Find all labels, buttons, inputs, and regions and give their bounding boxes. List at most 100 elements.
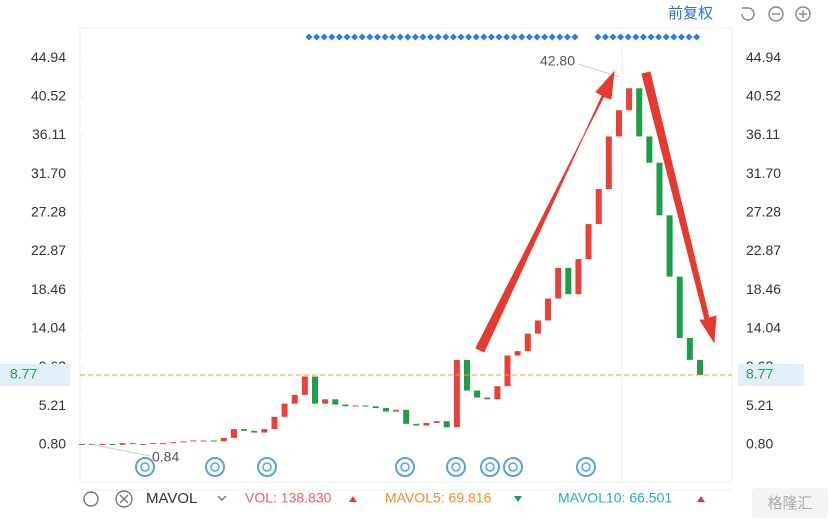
candle — [79, 443, 85, 445]
candle — [666, 215, 673, 277]
candle — [636, 88, 643, 137]
zoom-in-icon[interactable] — [795, 6, 811, 22]
y2-tick-label: 5.21 — [746, 397, 773, 413]
news-marker — [446, 457, 466, 477]
candle — [686, 337, 693, 360]
undo-icon[interactable] — [741, 7, 755, 21]
event-diamond — [624, 33, 632, 41]
candle — [393, 409, 400, 412]
event-diamond — [677, 33, 685, 41]
indicator-dropdown[interactable] — [217, 495, 227, 501]
adjust-button[interactable]: 前复权 — [668, 4, 713, 22]
event-diamond — [358, 33, 366, 41]
vol-trend — [349, 496, 357, 502]
event-diamond — [427, 33, 435, 41]
zoom-out-icon[interactable] — [768, 6, 784, 22]
event-diamond — [647, 33, 655, 41]
news-marker — [480, 457, 500, 477]
event-diamond — [662, 33, 670, 41]
news-marker-inner — [451, 462, 461, 472]
candle — [342, 404, 349, 407]
arrows — [475, 70, 717, 353]
y-tick-label: 14.04 — [31, 320, 66, 336]
watermark: 格隆汇 — [767, 495, 812, 512]
news-marker-inner — [508, 462, 518, 472]
candle — [443, 421, 450, 428]
vol-value: VOL: 138.830 — [245, 490, 332, 506]
candle — [626, 88, 633, 111]
candle — [160, 443, 167, 445]
event-diamond — [571, 33, 579, 41]
event-diamond — [685, 33, 693, 41]
candle — [595, 189, 602, 225]
news-marker-inner — [262, 462, 272, 472]
event-diamond — [548, 33, 556, 41]
event-diamond — [305, 33, 313, 41]
event-diamond — [328, 33, 336, 41]
event-diamond — [609, 33, 617, 41]
y2-tick-label: 18.46 — [746, 281, 781, 297]
news-marker — [503, 457, 523, 477]
event-diamond — [411, 33, 419, 41]
y-tick-label: 36.11 — [32, 126, 66, 142]
candle — [423, 422, 430, 426]
event-diamond — [693, 33, 701, 41]
event-diamond — [655, 33, 663, 41]
event-diamond — [465, 33, 473, 41]
candle — [372, 406, 379, 409]
watermark-box — [752, 488, 828, 518]
candle — [109, 443, 116, 445]
candle — [514, 351, 521, 356]
candle — [149, 443, 156, 445]
y2-tick-label: 27.28 — [746, 204, 781, 220]
candle — [484, 397, 491, 400]
event-diamond — [533, 33, 541, 41]
y2-tick-label: 22.87 — [746, 242, 781, 258]
zoom-in-plus — [799, 10, 807, 18]
news-marker — [576, 457, 596, 477]
y2-tick-label: 36.11 — [746, 126, 780, 142]
event-diamond — [389, 33, 397, 41]
min-label: 0.84 — [152, 449, 179, 465]
close-icon[interactable] — [115, 490, 133, 508]
indicator-name[interactable]: MAVOL — [146, 490, 197, 507]
candle — [656, 162, 663, 216]
y-tick-label: 5.21 — [39, 397, 66, 413]
indicator-controls — [83, 490, 227, 508]
candle — [251, 430, 258, 433]
candle — [271, 416, 278, 430]
close-cross — [119, 494, 129, 504]
event-diamond — [495, 33, 503, 41]
event-diamond — [594, 33, 602, 41]
news-marker — [395, 457, 415, 477]
event-diamond — [617, 33, 625, 41]
event-diamond — [434, 33, 442, 41]
candle — [241, 429, 248, 431]
settings-icon[interactable] — [83, 491, 99, 507]
candle — [494, 386, 501, 400]
event-diamond — [480, 33, 488, 41]
up-arrow — [475, 70, 615, 353]
y2-tick-label: 31.70 — [746, 165, 781, 181]
event-diamond — [503, 33, 511, 41]
plot: 0.800.805.215.219.639.6314.0414.0418.461… — [0, 49, 804, 465]
event-diamond — [472, 33, 480, 41]
news-marker-inner — [210, 462, 220, 472]
last-price-box-right — [738, 364, 804, 387]
candle — [362, 405, 369, 407]
mavol5-value: MAVOL5: 69.816 — [385, 490, 492, 506]
event-diamond — [335, 33, 343, 41]
y2-tick-label: 44.94 — [746, 49, 781, 65]
y-tick-label: 22.87 — [31, 242, 66, 258]
news-marker-inner — [400, 462, 410, 472]
candle — [676, 276, 683, 338]
candle — [453, 359, 460, 428]
candle — [534, 320, 541, 334]
candle — [697, 359, 703, 376]
y-tick-label: 0.80 — [39, 436, 66, 452]
news-marker — [205, 457, 225, 477]
y-tick-label: 40.52 — [31, 88, 66, 104]
event-diamond — [320, 33, 328, 41]
last-price-label-left: 8.77 — [10, 366, 37, 382]
candle — [281, 403, 288, 417]
